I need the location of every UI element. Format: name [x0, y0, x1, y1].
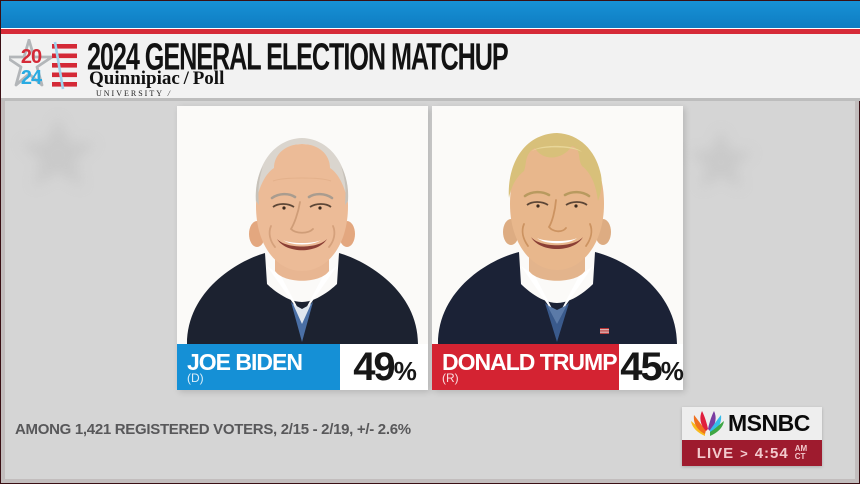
- svg-text:24: 24: [21, 67, 43, 89]
- svg-text:20: 20: [21, 46, 42, 68]
